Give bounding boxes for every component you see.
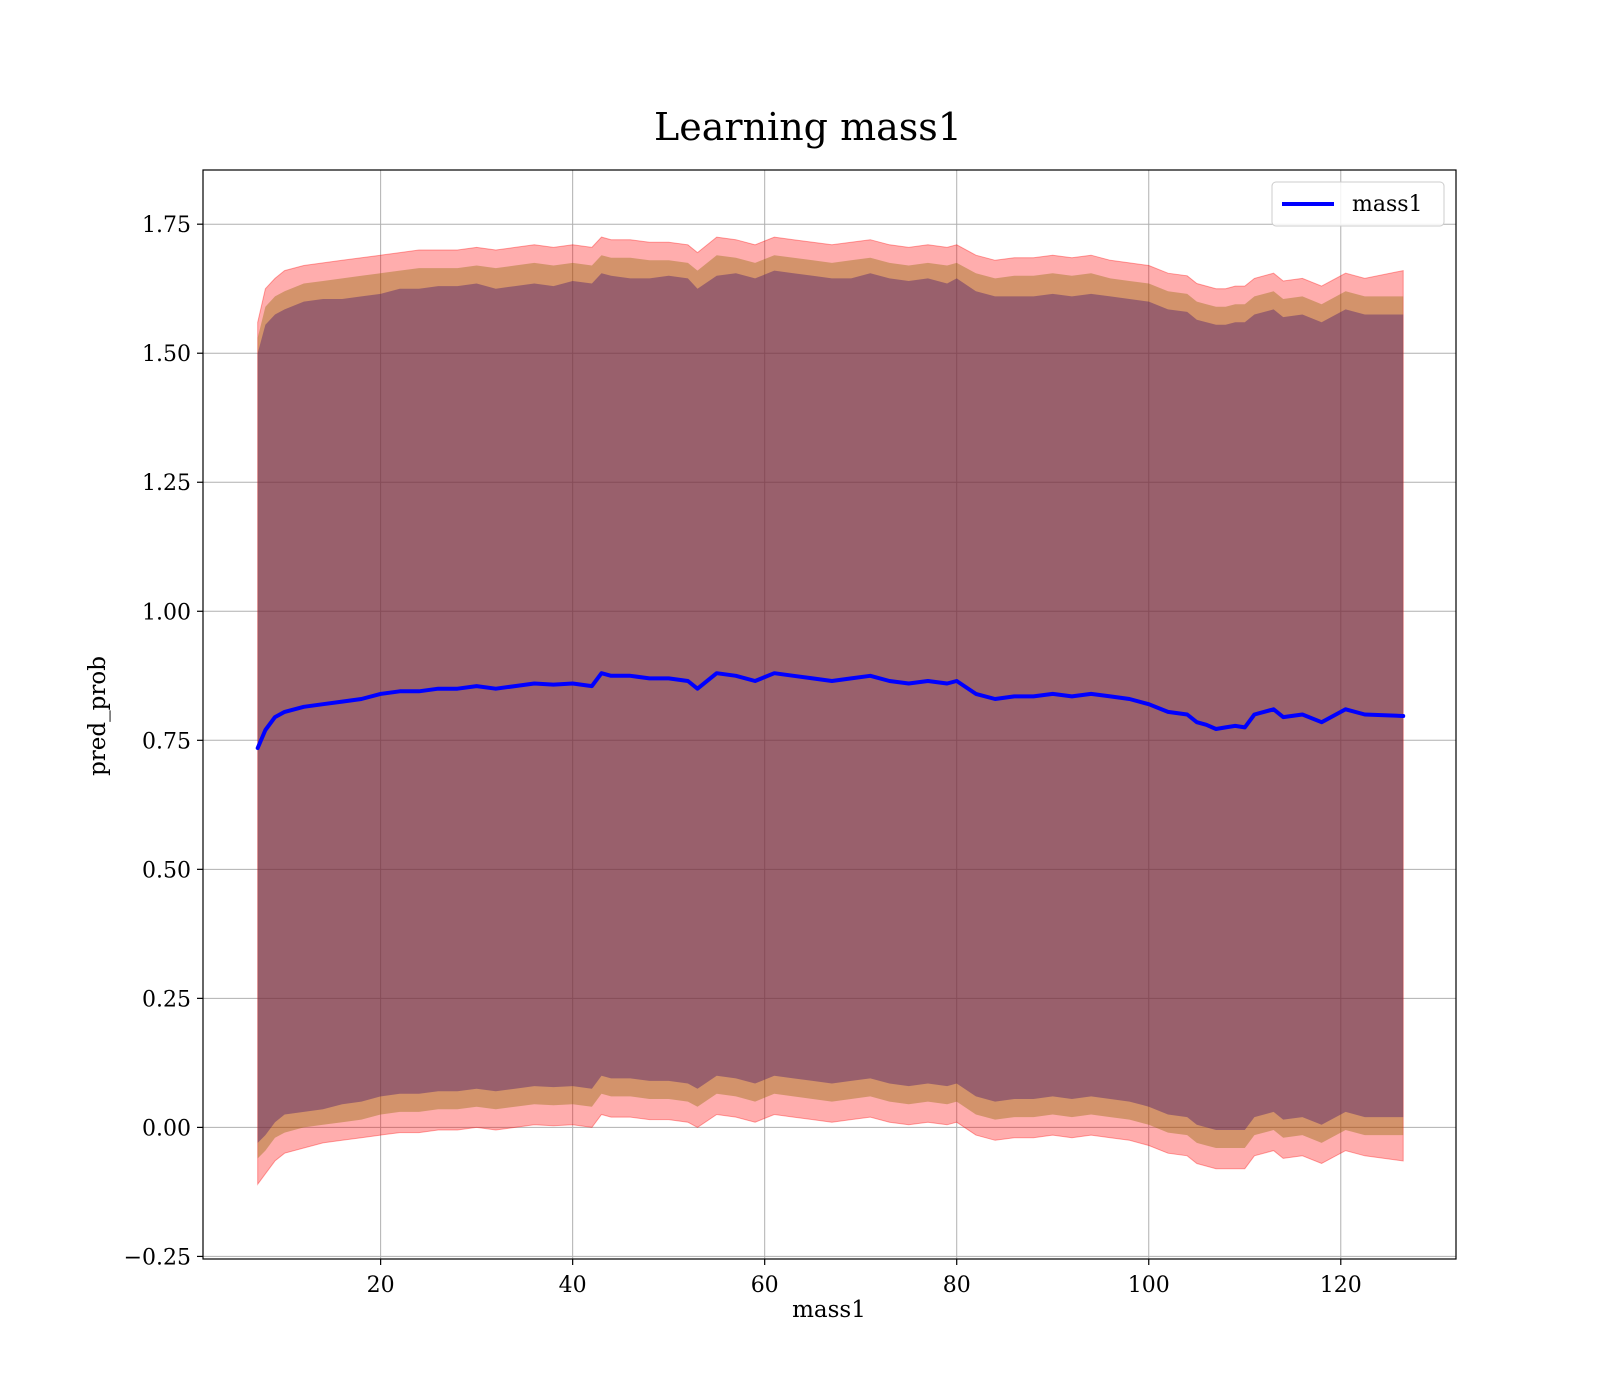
legend-label-mass1: mass1: [1352, 192, 1423, 217]
legend-box: [1271, 181, 1445, 227]
series-lines: [255, 671, 1406, 750]
chart-title: Learning mass1: [654, 105, 962, 149]
plot-frame: [202, 169, 1457, 1260]
y-tick-label: 0.50: [142, 858, 191, 883]
x-axis-ticks: 20 40 60 80 100 120: [367, 1259, 1362, 1298]
y-tick-label: −0.25: [124, 1245, 191, 1270]
x-tick-label: 120: [1320, 1273, 1362, 1298]
y-axis-ticks: −0.25 0.00 0.25 0.50 0.75 1.00 1.25 1.50 1.75: [124, 213, 203, 1270]
band-outer: [257, 236, 1404, 1186]
x-tick-label: 80: [943, 1273, 971, 1298]
band-middle: [257, 255, 1404, 1159]
x-tick-label: 20: [367, 1273, 395, 1298]
x-tick-label: 60: [751, 1273, 779, 1298]
y-tick-label: 0.75: [142, 729, 191, 754]
y-tick-label: 1.00: [142, 600, 191, 625]
series-line-mass1: [255, 671, 1406, 750]
y-tick-label: 1.50: [142, 342, 191, 367]
y-axis-label: pred_prob: [85, 656, 111, 776]
y-tick-label: 1.25: [142, 471, 191, 496]
legend: mass1: [1271, 181, 1445, 227]
confidence-bands: [257, 236, 1404, 1186]
grid: [203, 170, 1456, 1259]
x-tick-label: 40: [559, 1273, 587, 1298]
x-tick-label: 100: [1128, 1273, 1170, 1298]
x-axis-label: mass1: [792, 1297, 866, 1323]
band-inner: [257, 270, 1404, 1143]
y-tick-label: 0.25: [142, 987, 191, 1012]
y-tick-label: 1.75: [142, 213, 191, 238]
y-tick-label: 0.00: [142, 1116, 191, 1141]
